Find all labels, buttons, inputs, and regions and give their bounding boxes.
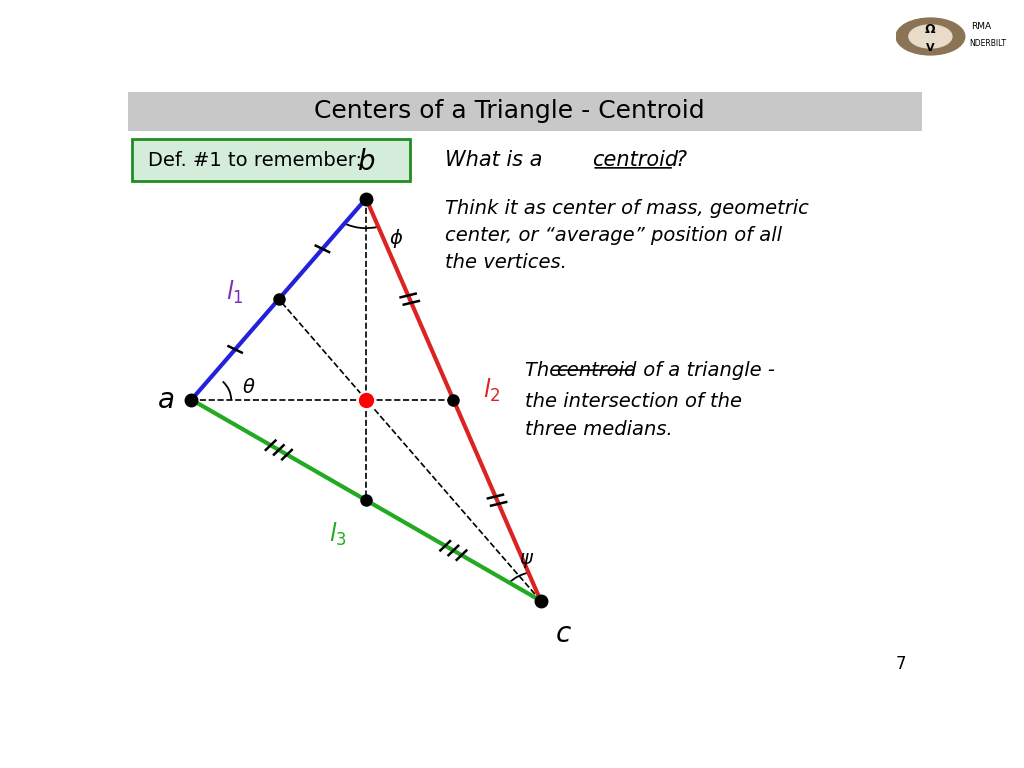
Text: ?: ? bbox=[676, 151, 687, 170]
FancyBboxPatch shape bbox=[132, 140, 410, 181]
Text: V: V bbox=[926, 43, 935, 53]
Text: $a$: $a$ bbox=[157, 386, 174, 414]
Text: $c$: $c$ bbox=[555, 620, 571, 647]
Text: Think it as center of mass, geometric
center, or “average” position of all
the v: Think it as center of mass, geometric ce… bbox=[445, 199, 809, 272]
Text: $b$: $b$ bbox=[357, 148, 375, 176]
Text: the intersection of the: the intersection of the bbox=[524, 392, 741, 411]
Text: Centers of a Triangle - Centroid: Centers of a Triangle - Centroid bbox=[313, 99, 705, 123]
Text: centroid: centroid bbox=[557, 361, 637, 380]
Text: of a triangle -: of a triangle - bbox=[638, 361, 775, 380]
Text: What is a: What is a bbox=[445, 151, 550, 170]
Text: Ω: Ω bbox=[925, 23, 936, 36]
Circle shape bbox=[896, 18, 965, 55]
Text: $\psi$: $\psi$ bbox=[519, 551, 534, 570]
Text: $\theta$: $\theta$ bbox=[242, 379, 255, 397]
Text: NDERBILT: NDERBILT bbox=[969, 39, 1007, 48]
Text: $l_2$: $l_2$ bbox=[482, 377, 500, 405]
Text: Def. #1 to remember:: Def. #1 to remember: bbox=[147, 151, 361, 170]
Text: RMA: RMA bbox=[971, 22, 991, 31]
Text: $l_1$: $l_1$ bbox=[226, 279, 244, 306]
Text: three medians.: three medians. bbox=[524, 420, 673, 439]
Text: centroid: centroid bbox=[592, 151, 678, 170]
Text: The: The bbox=[524, 361, 567, 380]
Text: $l_3$: $l_3$ bbox=[330, 521, 347, 548]
FancyBboxPatch shape bbox=[128, 92, 922, 131]
Circle shape bbox=[909, 25, 952, 48]
Text: $\phi$: $\phi$ bbox=[389, 227, 403, 250]
Text: 7: 7 bbox=[895, 655, 905, 673]
